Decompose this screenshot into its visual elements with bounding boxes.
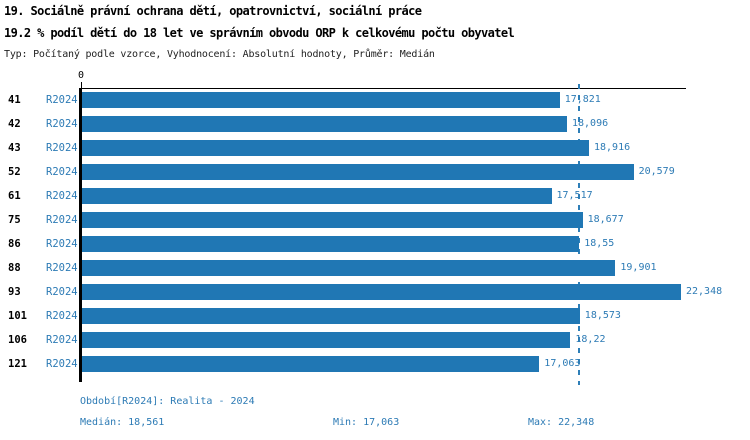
bar[interactable] (82, 116, 567, 132)
row-period-link[interactable]: R2024 (46, 262, 78, 274)
row-period-link[interactable]: R2024 (46, 310, 78, 322)
row-period-link[interactable]: R2024 (46, 190, 78, 202)
x-axis-zero-label: 0 (77, 70, 85, 81)
y-axis-line (79, 88, 82, 382)
bar-value-label: 17,517 (556, 190, 593, 201)
table-row: 41 R2024 17,821 (0, 88, 750, 112)
row-period-link[interactable]: R2024 (46, 214, 78, 226)
bar[interactable] (82, 308, 580, 324)
bar-value-label: 17,821 (564, 94, 601, 105)
table-row: 93 R2024 22,348 (0, 280, 750, 304)
report-title: 19. Sociálně právní ochrana dětí, opatro… (4, 4, 422, 18)
table-row: 88 R2024 19,901 (0, 256, 750, 280)
row-code-label: 75 (8, 214, 21, 226)
row-code-label: 106 (8, 334, 27, 346)
bar[interactable] (82, 212, 583, 228)
bar-value-label: 20,579 (638, 166, 675, 177)
bar[interactable] (82, 92, 560, 108)
bar[interactable] (82, 260, 616, 276)
max-stat: Max: 22,348 (528, 417, 595, 428)
bar-value-label: 18,916 (594, 142, 631, 153)
bar-value-label: 19,901 (620, 262, 657, 273)
bar-value-label: 18,096 (572, 118, 609, 129)
bar-value-label: 18,22 (575, 334, 606, 345)
bar-value-label: 18,55 (584, 238, 615, 249)
row-period-link[interactable]: R2024 (46, 118, 78, 130)
row-period-link[interactable]: R2024 (46, 334, 78, 346)
row-code-label: 93 (8, 286, 21, 298)
row-period-link[interactable]: R2024 (46, 238, 78, 250)
row-code-label: 86 (8, 238, 21, 250)
table-row: 106 R2024 18,22 (0, 328, 750, 352)
median-reference-line (578, 84, 581, 385)
table-row: 43 R2024 18,916 (0, 136, 750, 160)
x-axis-zero-tick (81, 82, 82, 88)
row-code-label: 41 (8, 94, 21, 106)
row-period-link[interactable]: R2024 (46, 166, 78, 178)
period-info: Období[R2024]: Realita - 2024 (80, 396, 255, 407)
bar[interactable] (82, 332, 571, 348)
bar[interactable] (82, 284, 681, 300)
row-period-link[interactable]: R2024 (46, 142, 78, 154)
table-row: 42 R2024 18,096 (0, 112, 750, 136)
median-stat: Medián: 18,561 (80, 417, 165, 428)
row-code-label: 52 (8, 166, 21, 178)
row-code-label: 121 (8, 358, 27, 370)
row-code-label: 42 (8, 118, 21, 130)
bar[interactable] (82, 164, 634, 180)
bar[interactable] (82, 140, 589, 156)
table-row: 121 R2024 17,063 (0, 352, 750, 376)
row-code-label: 88 (8, 262, 21, 274)
row-period-link[interactable]: R2024 (46, 286, 78, 298)
table-row: 86 R2024 18,55 (0, 232, 750, 256)
x-axis-line (82, 88, 686, 89)
table-row: 52 R2024 20,579 (0, 160, 750, 184)
row-code-label: 61 (8, 190, 21, 202)
row-period-link[interactable]: R2024 (46, 94, 78, 106)
bar[interactable] (82, 188, 552, 204)
min-stat: Min: 17,063 (333, 417, 400, 428)
table-row: 101 R2024 18,573 (0, 304, 750, 328)
report-meta: Typ: Počítaný podle vzorce, Vyhodnocení:… (4, 49, 435, 60)
indicator-subtitle: 19.2 % podíl dětí do 18 let ve správním … (4, 26, 515, 40)
bar[interactable] (82, 356, 540, 372)
bar-value-label: 22,348 (686, 286, 723, 297)
row-period-link[interactable]: R2024 (46, 358, 78, 370)
bar[interactable] (82, 236, 580, 252)
table-row: 61 R2024 17,517 (0, 184, 750, 208)
bar-value-label: 18,677 (587, 214, 624, 225)
table-row: 75 R2024 18,677 (0, 208, 750, 232)
bar-value-label: 18,573 (584, 310, 621, 321)
row-code-label: 43 (8, 142, 21, 154)
bar-value-label: 17,063 (544, 358, 581, 369)
row-code-label: 101 (8, 310, 27, 322)
